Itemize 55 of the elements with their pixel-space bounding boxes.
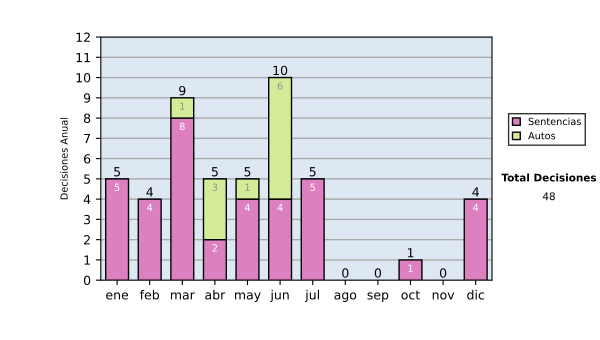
x-tick-label: ago (334, 292, 356, 302)
legend-label: Autos (528, 132, 556, 140)
total-label: 1 (408, 248, 414, 258)
y-tick-label: 11 (76, 52, 90, 62)
x-tick-label: abr (205, 290, 226, 300)
x-tick-label: nov (432, 292, 454, 300)
y-tick-label: 7 (84, 134, 90, 144)
x-tick-label: sep (368, 292, 388, 302)
data-label: 5 (114, 184, 120, 191)
total-label: 5 (244, 167, 250, 176)
x-tick-label: oct (401, 290, 420, 300)
y-tick-label: 2 (84, 235, 90, 244)
total-label: 5 (310, 167, 316, 176)
data-label: 1 (245, 184, 250, 191)
y-tick-label: 0 (84, 276, 90, 286)
data-label: 6 (278, 82, 283, 90)
x-tick-label: feb (140, 290, 160, 300)
total-label: 4 (146, 187, 153, 197)
data-label: 8 (180, 122, 185, 130)
x-tick-label: may (235, 292, 261, 302)
data-label: 4 (473, 204, 478, 211)
text: Total Decisiones (501, 173, 596, 182)
data-label: 1 (180, 102, 184, 110)
y-tick-label: 3 (84, 214, 90, 224)
y-tick-label: 4 (84, 194, 90, 204)
text: 48 (542, 192, 555, 200)
data-label: 5 (310, 184, 315, 191)
data-label: 4 (147, 204, 152, 211)
x-tick-label: jul (305, 290, 319, 302)
data-label: 4 (277, 204, 283, 211)
total-label: 0 (440, 268, 446, 278)
total-label: 5 (212, 167, 218, 176)
y-tick-label: 12 (76, 32, 90, 42)
legend-label: Sentencias (528, 118, 581, 126)
y-tick-label: 6 (84, 154, 90, 164)
total-label: 4 (472, 187, 479, 197)
data-label: 2 (212, 244, 218, 252)
total-label: 0 (374, 268, 382, 278)
data-label: 1 (408, 264, 413, 272)
y-tick-label: 9 (84, 93, 90, 103)
x-tick-label: jun (270, 290, 289, 302)
y-tick-label: 5 (84, 174, 90, 184)
total-label: 5 (114, 167, 120, 176)
total-label: 9 (179, 86, 186, 96)
y-tick-label: 1 (84, 256, 90, 265)
total-label: 10 (274, 66, 288, 76)
x-tick-label: mar (170, 292, 195, 300)
total-label: 0 (342, 268, 348, 278)
data-label: 3 (212, 184, 218, 191)
y-tick-label: 10 (76, 73, 90, 83)
x-tick-label: ene (106, 292, 128, 300)
x-tick-label: dic (467, 290, 484, 300)
y-tick-label: 8 (84, 114, 90, 124)
y-axis-title: Decisiones Anual (60, 118, 68, 200)
data-label: 4 (244, 204, 250, 211)
